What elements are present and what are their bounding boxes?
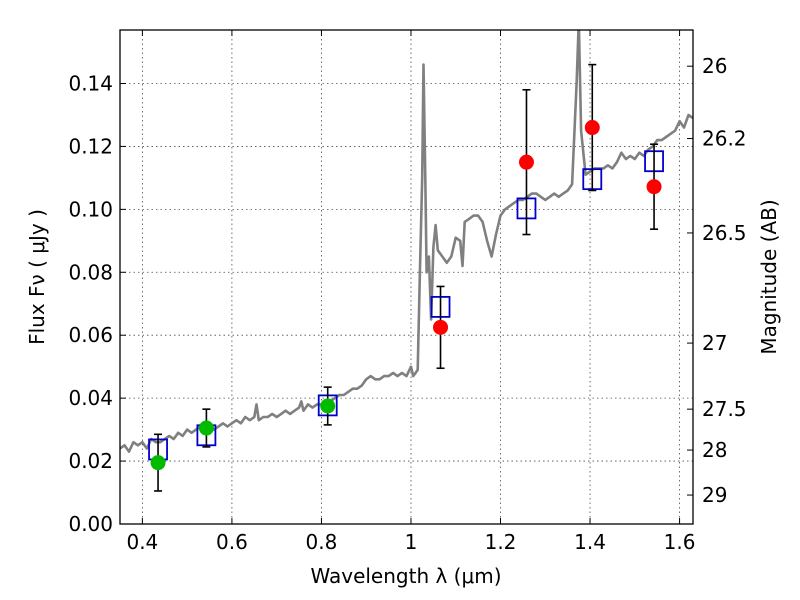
spectrum-line [120, 30, 693, 453]
x-tick-label: 1 [405, 530, 418, 554]
y-tick-label: 0.14 [68, 71, 113, 95]
plot-frame [119, 29, 694, 525]
x-tick-label: 0.4 [126, 530, 158, 554]
x-tick-label: 1.2 [485, 530, 517, 554]
y2-axis-label: Magnitude (AB) [757, 199, 781, 354]
y2-tick-label: 26.2 [702, 127, 747, 151]
y-tick-label: 0.08 [68, 260, 113, 284]
observed-point-red [433, 319, 449, 335]
y2-tick-label: 27.5 [702, 397, 747, 421]
y-tick-label: 0.12 [68, 134, 113, 158]
y2-tick-label: 29 [702, 483, 727, 507]
plot-background [120, 30, 693, 524]
y-tick-label: 0.04 [68, 386, 113, 410]
y-tick-label: 0.02 [68, 449, 113, 473]
grid-layer [120, 30, 693, 525]
x-axis-label: Wavelength λ (μm) [310, 564, 501, 588]
x-tick-label: 1.4 [574, 530, 606, 554]
y2-tick-label: 26.5 [702, 221, 747, 245]
x-tick-label: 0.8 [306, 530, 338, 554]
observed-point-red [646, 179, 662, 195]
axis-layer: 0.4 0.6 0.8 1 1.2 1.4 1.6 0.00 0.02 0.04 0.06 0.08 0… [68, 30, 747, 554]
observed-point-green [150, 455, 166, 471]
observed-point-green [198, 420, 214, 436]
series-layer [120, 30, 693, 492]
y2-tick-label: 26 [702, 54, 727, 78]
y2-tick-label: 27 [702, 331, 727, 355]
x-tick-label: 1.6 [664, 530, 696, 554]
observed-point-red [584, 120, 600, 136]
y-axis-label: Flux Fν ( μJy ) [25, 209, 49, 345]
y2-tick-label: 28 [702, 438, 727, 462]
y-tick-label: 0.10 [68, 197, 113, 221]
observed-point-red [518, 154, 534, 170]
observed-point-green [320, 398, 336, 414]
x-tick-label: 0.6 [216, 530, 248, 554]
y-tick-label: 0.06 [68, 323, 113, 347]
y-tick-label: 0.00 [68, 512, 113, 536]
